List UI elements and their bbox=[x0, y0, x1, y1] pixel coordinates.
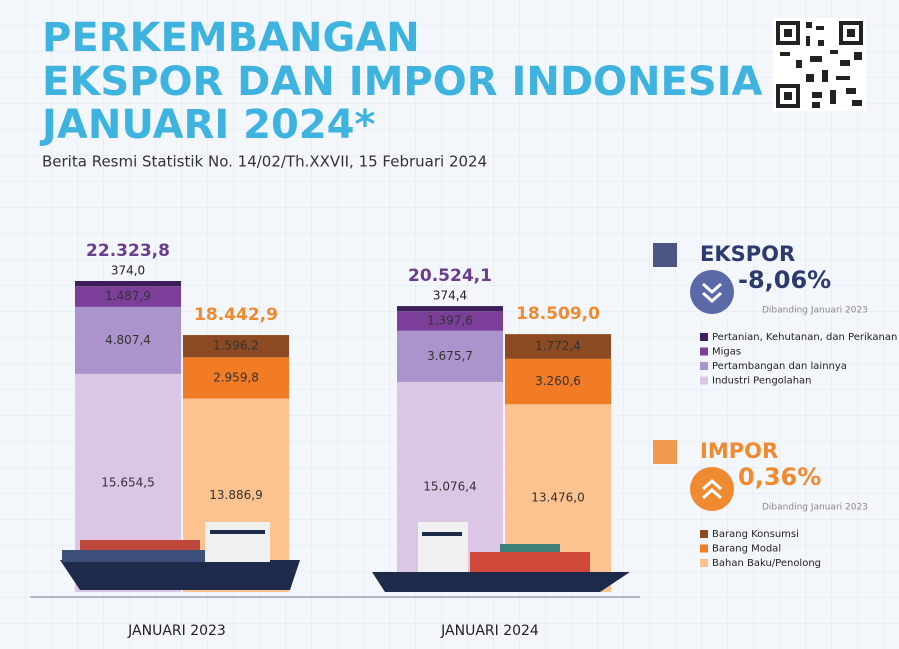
title: PERKEMBANGAN EKSPOR DAN IMPOR INDONESIA … bbox=[39, 15, 763, 148]
segment-label: 374,0 bbox=[111, 264, 145, 278]
bar-segment bbox=[505, 334, 611, 359]
group-name: EKSPOR bbox=[700, 242, 795, 266]
segment-label: 1.397,6 bbox=[427, 314, 473, 328]
total-label: 22.323,8 bbox=[86, 241, 170, 261]
total-label: 20.524,1 bbox=[408, 266, 492, 286]
total-label: 18.442,9 bbox=[194, 305, 278, 325]
legend-label: Pertambangan dan lainnya bbox=[712, 361, 847, 372]
segment-label: 374,4 bbox=[433, 289, 467, 303]
legend-label: Barang Konsumsi bbox=[712, 529, 799, 540]
title-line: PERKEMBANGAN bbox=[42, 15, 420, 61]
title-line: JANUARI 2024* bbox=[39, 102, 375, 148]
legend-swatch bbox=[700, 376, 708, 385]
segment-label: 15.076,4 bbox=[423, 479, 476, 493]
bar-segment bbox=[183, 357, 289, 399]
subtitle: Berita Resmi Statistik No. 14/02/Th.XXVI… bbox=[42, 153, 487, 171]
category-label: JANUARI 2023 bbox=[127, 623, 226, 639]
legend-label: Pertanian, Kehutanan, dan Perikanan bbox=[712, 332, 897, 343]
group-name: IMPOR bbox=[700, 439, 778, 463]
segment-label: 3.675,7 bbox=[427, 349, 473, 363]
total-label: 18.509,0 bbox=[516, 304, 600, 324]
legend-label: Migas bbox=[712, 347, 741, 358]
legend-swatch bbox=[700, 530, 708, 538]
legend-swatch bbox=[700, 559, 708, 567]
trend-arrow bbox=[702, 282, 722, 304]
segment-label: 13.886,9 bbox=[209, 488, 262, 502]
segment-label: 1.596,2 bbox=[213, 339, 259, 353]
segment-label: 13.476,0 bbox=[531, 491, 584, 505]
bar-segment bbox=[183, 335, 289, 358]
bar-segment bbox=[397, 330, 503, 382]
trend-arrow bbox=[702, 478, 722, 500]
legend-label: Barang Modal bbox=[712, 544, 781, 555]
legend-swatch bbox=[700, 544, 708, 553]
legend-label: Industri Pengolahan bbox=[712, 376, 812, 387]
legend-label: Bahan Baku/Penolong bbox=[712, 558, 821, 569]
segment-label: 4.807,4 bbox=[105, 333, 151, 347]
bar-segment bbox=[397, 311, 503, 331]
legend-swatch bbox=[700, 347, 708, 356]
icon-cube bbox=[653, 243, 677, 267]
icon-cube bbox=[653, 440, 677, 464]
bar-segment bbox=[75, 286, 181, 307]
bar-segment bbox=[505, 358, 611, 405]
change-note: Dibanding Januari 2023 bbox=[762, 503, 868, 513]
bar-segment bbox=[75, 306, 181, 374]
qr-code bbox=[773, 18, 866, 111]
title-line: EKSPOR DAN IMPOR INDONESIA bbox=[42, 59, 763, 105]
segment-label: 2.959,8 bbox=[213, 370, 259, 384]
change-value: 0,36% bbox=[738, 463, 821, 491]
category-labels: JANUARI 2023 JANUARI 2024 bbox=[127, 623, 539, 639]
segment-label: 15.654,5 bbox=[101, 475, 154, 489]
change-note: Dibanding Januari 2023 bbox=[762, 306, 868, 316]
ship-2023 bbox=[60, 522, 300, 590]
ship-2024 bbox=[372, 522, 630, 592]
bar-segment bbox=[397, 306, 503, 312]
bar-segment bbox=[75, 281, 181, 287]
legend-swatch bbox=[700, 362, 708, 370]
segment-label: 1.772,4 bbox=[535, 339, 581, 353]
side-panel: EKSPOR-8,06% Dibanding Januari 2023 Pertan… bbox=[653, 242, 897, 569]
segment-label: 3.260,6 bbox=[535, 374, 581, 388]
bars: 15.654,5 4.807,4 1.487,9 374,0 22.323,8 15.07… bbox=[75, 241, 611, 592]
change-value: -8,06% bbox=[738, 266, 831, 294]
category-label: JANUARI 2024 bbox=[440, 623, 539, 639]
segment-label: 1.487,9 bbox=[105, 289, 151, 303]
legend-swatch bbox=[700, 333, 708, 341]
